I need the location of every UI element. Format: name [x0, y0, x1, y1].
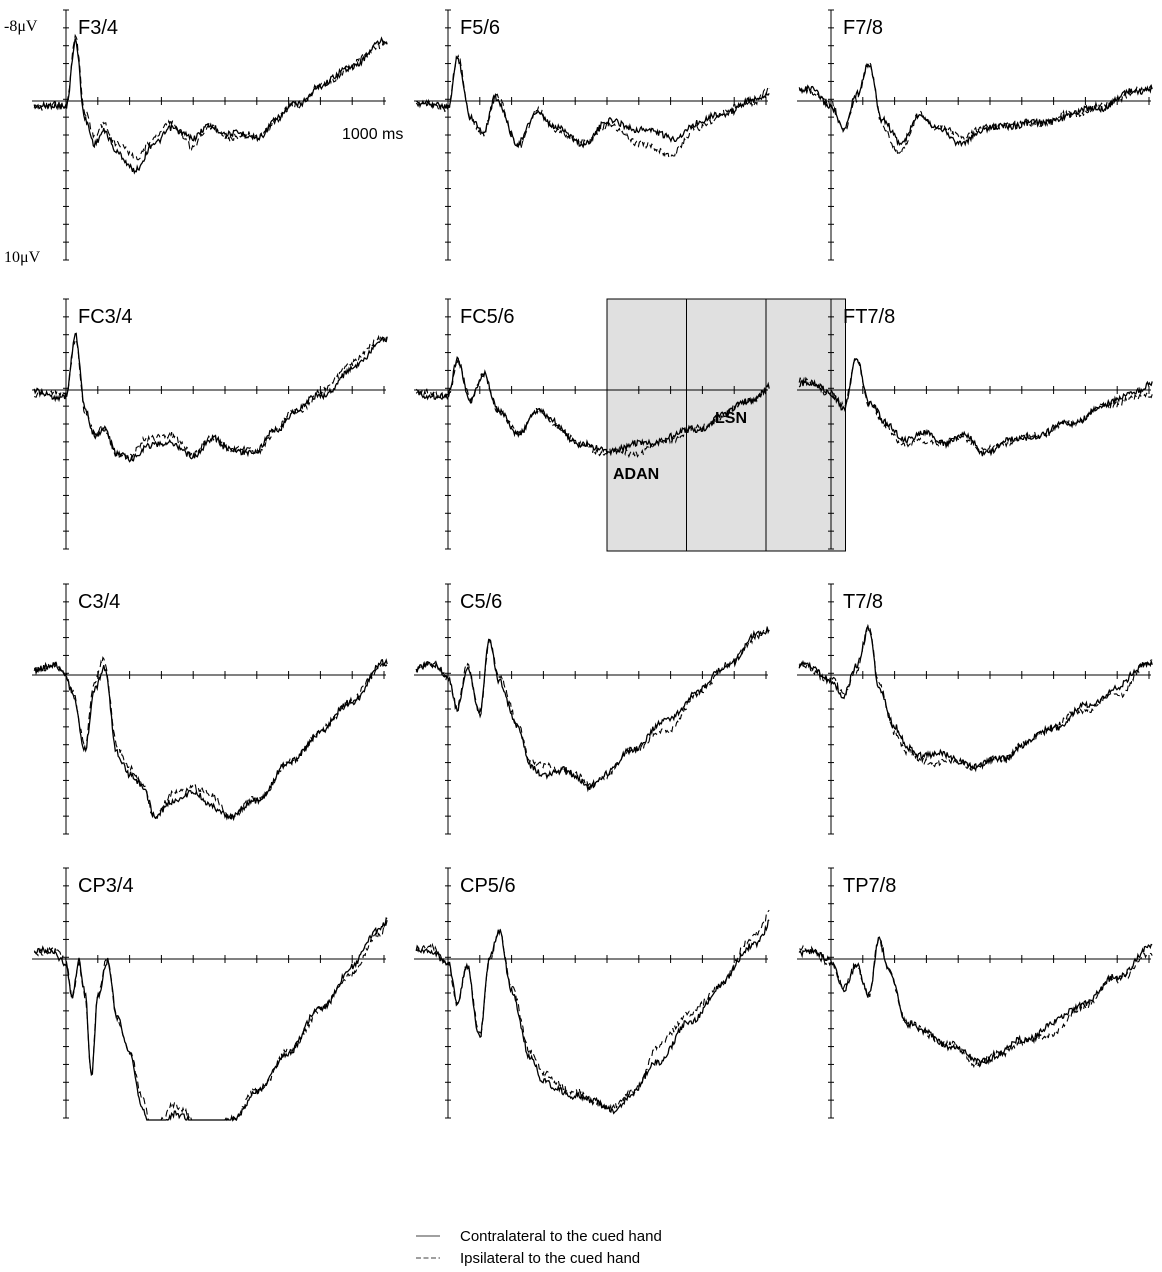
panel-label: C5/6 [460, 591, 502, 613]
contralateral-waveform [415, 919, 770, 1115]
panel-label: CP3/4 [78, 875, 134, 897]
panel-label: CP5/6 [460, 875, 516, 897]
panel-fc3-4: FC3/4 [32, 298, 388, 550]
contralateral-waveform [33, 36, 388, 175]
panel-cp3-4: CP3/4 [32, 867, 388, 1122]
ipsilateral-waveform [415, 54, 770, 159]
ipsilateral-waveform [798, 61, 1153, 156]
ipsilateral-waveform [33, 33, 388, 161]
legend-item-ipsilateral: Ipsilateral to the cued hand [404, 1247, 824, 1269]
contralateral-waveform [798, 357, 1153, 457]
panel-label: FC5/6 [460, 306, 514, 328]
scale-bottom-label: 10μV [4, 249, 41, 266]
highlight-window [606, 298, 846, 552]
contralateral-waveform [798, 63, 1153, 148]
panel-c3-4: C3/4 [32, 583, 388, 835]
panel-label: F5/6 [460, 17, 500, 39]
contralateral-waveform [798, 936, 1153, 1068]
panel-f3-4: F3/4 [32, 9, 388, 261]
panel-label: FT7/8 [843, 306, 895, 328]
legend-label: Ipsilateral to the cued hand [460, 1249, 641, 1267]
contralateral-waveform [33, 658, 388, 821]
contralateral-waveform [415, 355, 770, 457]
contralateral-waveform [33, 332, 388, 463]
contralateral-waveform [798, 624, 1153, 770]
panel-label: F7/8 [843, 17, 883, 39]
ipsilateral-waveform [799, 938, 1153, 1069]
erp-plot-grid: F3/4 F5/6 F7/8 FC3/4 FC5/6 FT7/8 C3/4 C5/6 T7/8 C… [4, 9, 1153, 1122]
legend-item-contralateral: Contralateral to the cued hand [404, 1225, 824, 1247]
contralateral-waveform [34, 917, 388, 1122]
panel-label: FC3/4 [78, 306, 132, 328]
panel-c5-6: C5/6 [414, 583, 770, 835]
ipsilateral-waveform [415, 909, 770, 1113]
panel-label: T7/8 [843, 591, 883, 613]
panel-ft7-8: FT7/8 [797, 298, 1153, 550]
contralateral-waveform [416, 57, 770, 149]
solid-line-swatch [416, 1235, 440, 1237]
panel-tp7-8: TP7/8 [797, 867, 1153, 1119]
ipsilateral-waveform [415, 624, 770, 787]
panel-fc5-6: FC5/6 [414, 298, 770, 550]
legend: Contralateral to the cued hand Ipsilater… [404, 1225, 824, 1269]
legend-label: Contralateral to the cued hand [460, 1227, 662, 1245]
panel-cp5-6: CP5/6 [414, 867, 770, 1119]
annotation-adan: ADAN [613, 466, 659, 483]
contralateral-waveform [415, 627, 770, 793]
ipsilateral-waveform [798, 623, 1153, 773]
scale-top-label: -8μV [4, 18, 38, 35]
dashed-line-swatch [416, 1257, 440, 1259]
time-scale-label: 1000 ms [342, 126, 403, 143]
annotation-lsn: LSN [715, 410, 747, 427]
panel-label: F3/4 [78, 17, 118, 39]
panel-label: TP7/8 [843, 875, 896, 897]
panel-f5-6: F5/6 [414, 9, 770, 261]
panel-label: C3/4 [78, 591, 120, 613]
panel-t7-8: T7/8 [797, 583, 1153, 835]
panel-f7-8: F7/8 [797, 9, 1153, 261]
